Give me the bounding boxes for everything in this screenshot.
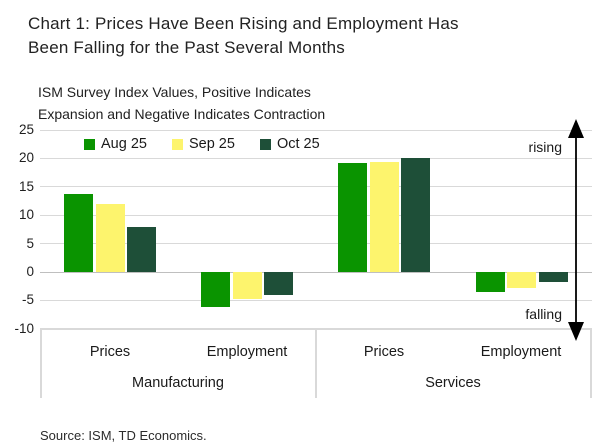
legend-item-oct-25: Oct 25 — [259, 136, 320, 152]
rising-annotation: rising — [528, 139, 562, 155]
category-label-services-prices: Prices — [363, 344, 405, 360]
gridline-y-15 — [40, 186, 592, 188]
y-axis-tick-label-15: 15 — [18, 178, 34, 194]
sector-label-manufacturing: Manufacturing — [132, 375, 224, 391]
bar-manufacturing-employment-aug-25 — [201, 272, 230, 308]
bar-manufacturing-prices-aug-25 — [64, 194, 93, 272]
y-axis-tick-label--10: -10 — [14, 320, 34, 336]
gridline-y-0 — [40, 271, 592, 273]
gridline-y--5 — [40, 299, 592, 301]
legend-item-sep-25: Sep 25 — [171, 136, 235, 152]
bar-services-employment-sep-25 — [507, 272, 536, 288]
bar-manufacturing-employment-oct-25 — [264, 272, 293, 295]
legend-label-aug-25: Aug 25 — [101, 136, 147, 152]
legend-swatch-sep-25-icon — [171, 138, 183, 150]
y-axis-tick-label-25: 25 — [18, 122, 34, 137]
sector-label-services: Services — [425, 375, 481, 391]
category-box-right-line — [590, 328, 592, 398]
category-box-left-line — [40, 328, 42, 398]
bar-manufacturing-prices-oct-25 — [127, 226, 156, 272]
gridline-y-5 — [40, 243, 592, 245]
y-axis-tick-label-20: 20 — [18, 150, 34, 166]
category-label-manufacturing-employment: Employment — [206, 344, 288, 360]
chart-subtitle-line-2: Expansion and Negative Indicates Contrac… — [38, 106, 326, 122]
chart-subtitle-line-1: ISM Survey Index Values, Positive Indica… — [38, 84, 311, 100]
y-axis-tick-label--5: -5 — [21, 292, 34, 308]
y-axis-tick-label-10: 10 — [18, 207, 34, 223]
rising-falling-arrow-icon — [563, 118, 589, 347]
falling-annotation: falling — [525, 306, 562, 322]
legend-label-oct-25: Oct 25 — [276, 136, 320, 152]
legend-label-sep-25: Sep 25 — [188, 136, 235, 152]
chart-title-line-1: Chart 1: Prices Have Been Rising and Emp… — [28, 14, 459, 33]
chart-title-line-2: Been Falling for the Past Several Months — [28, 38, 345, 57]
source-note: Source: ISM, TD Economics. — [40, 428, 207, 443]
y-axis-tick-label-5: 5 — [26, 235, 34, 251]
gridline-y-25 — [40, 129, 592, 131]
legend-swatch-aug-25-icon — [84, 138, 95, 150]
bar-services-prices-aug-25 — [338, 162, 367, 272]
category-label-manufacturing-prices: Prices — [89, 344, 131, 360]
chart-subtitle: ISM Survey Index Values, Positive Indica… — [38, 81, 558, 125]
bar-services-prices-oct-25 — [401, 158, 430, 272]
bar-services-prices-sep-25 — [369, 161, 399, 272]
legend-swatch-oct-25-icon — [259, 138, 271, 150]
chart-title: Chart 1: Prices Have Been Rising and Emp… — [28, 12, 588, 60]
category-box-divider-line — [315, 328, 317, 398]
legend-item-aug-25: Aug 25 — [84, 136, 147, 152]
bar-services-employment-oct-25 — [538, 272, 568, 283]
category-label-services-employment: Employment — [480, 344, 562, 360]
legend: Aug 25 Sep 25 Oct 25 — [84, 136, 320, 152]
y-axis-tick-label-0: 0 — [26, 264, 34, 279]
bar-manufacturing-prices-sep-25 — [95, 204, 125, 272]
gridline-y-10 — [40, 214, 592, 216]
bar-services-employment-aug-25 — [475, 272, 505, 292]
bar-manufacturing-employment-sep-25 — [232, 272, 262, 299]
gridline-y-20 — [40, 157, 592, 159]
